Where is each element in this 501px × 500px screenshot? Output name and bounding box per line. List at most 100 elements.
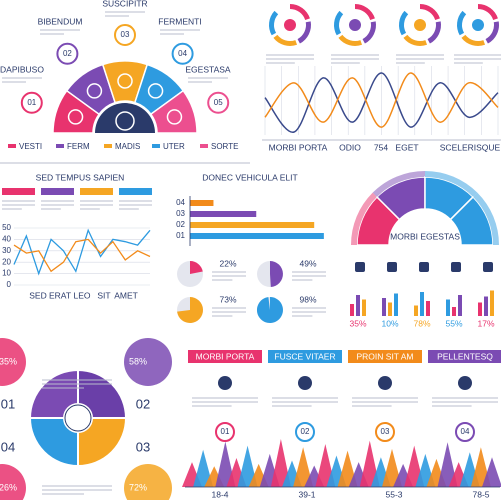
icon-ring xyxy=(478,4,498,20)
header-label: MORBI PORTA xyxy=(196,351,255,361)
bar xyxy=(190,200,214,206)
bar xyxy=(388,302,392,316)
segment-label: EGESTASA xyxy=(185,64,231,74)
header-icon xyxy=(218,376,232,390)
icon-ring xyxy=(427,21,441,44)
icon-ring xyxy=(273,34,298,47)
percent-disc xyxy=(124,338,172,386)
segment-label: DAPIBUSO xyxy=(0,64,44,74)
icon-ring xyxy=(461,34,486,47)
percent-label: 72% xyxy=(129,482,147,492)
donut-label: 22% xyxy=(219,258,236,268)
legend-label: SORTE xyxy=(211,142,238,151)
number: 04 xyxy=(178,49,187,58)
cycle-quadrant xyxy=(77,368,128,419)
bar xyxy=(190,222,315,228)
legend-swatch xyxy=(56,144,64,148)
header-label: PROIN SIT AM xyxy=(357,351,414,361)
icon-ring xyxy=(297,21,311,44)
x-tick-label: SCELERISQUE xyxy=(440,142,501,152)
bar-label: 01 xyxy=(176,231,185,240)
line-series xyxy=(13,228,151,276)
cycle-quadrant xyxy=(28,417,79,468)
legend-label: VESTI xyxy=(19,142,42,151)
egestas-rim xyxy=(425,170,478,197)
legend-swatch xyxy=(8,144,16,148)
triangle xyxy=(270,439,291,487)
number-circle xyxy=(171,42,194,65)
group-icon xyxy=(451,262,461,272)
y-tick-label: 20 xyxy=(2,257,11,266)
donut-label: 73% xyxy=(219,294,236,304)
percent-disc xyxy=(0,464,26,500)
bar xyxy=(458,295,462,316)
icon-ring xyxy=(355,4,375,20)
x-tick-label: MORBI PORTA xyxy=(269,142,328,152)
legend-swatch xyxy=(200,144,208,148)
triangle xyxy=(359,440,380,487)
fan-icon xyxy=(147,83,164,99)
wave-line xyxy=(264,72,499,128)
percent-disc xyxy=(124,464,172,500)
triangle xyxy=(437,442,458,487)
group-icon xyxy=(355,262,365,272)
header-icon xyxy=(298,376,312,390)
group-label: 35% xyxy=(349,318,366,328)
legend-label: FERM xyxy=(67,142,90,151)
x-tick-label: AMET xyxy=(114,290,138,300)
egestas-title: MORBI EGESTAS xyxy=(390,231,460,241)
number: 03 xyxy=(381,427,390,436)
number-circle xyxy=(215,422,235,442)
x-tick-label: EGET xyxy=(395,142,418,152)
donut-label: 98% xyxy=(299,294,316,304)
cycle-quadrant xyxy=(28,368,79,419)
y-tick-label: 50 xyxy=(2,223,11,232)
icon-ring xyxy=(269,10,279,36)
header-icon xyxy=(378,376,392,390)
x-tick-label: SIT xyxy=(97,290,110,300)
group-label: 10% xyxy=(381,318,398,328)
fan-core xyxy=(95,103,155,133)
legend-swatch xyxy=(104,144,112,148)
tab xyxy=(41,188,74,195)
fan-segment xyxy=(149,89,198,134)
donut-label: 49% xyxy=(299,258,316,268)
number-circle xyxy=(114,24,136,46)
cycle-number: 01 xyxy=(1,396,15,411)
number-circle xyxy=(375,422,395,442)
y-tick-label: 10 xyxy=(2,269,11,278)
segment-label: BIBENDUM xyxy=(38,16,83,26)
triangle xyxy=(482,457,501,487)
header xyxy=(348,350,422,363)
x-tick-label: 78-5 xyxy=(472,489,489,499)
x-tick-label: SED xyxy=(29,290,46,300)
fan-icon xyxy=(117,73,133,89)
number-circle xyxy=(455,422,475,442)
bar-label: 04 xyxy=(176,198,185,207)
cycle-number: 02 xyxy=(136,396,150,411)
icon-ring xyxy=(338,34,363,47)
triangle xyxy=(382,448,402,487)
group-label: 17% xyxy=(477,318,494,328)
egestas-rim xyxy=(473,192,499,245)
triangle xyxy=(193,449,214,487)
header-label: FUSCE VITAER xyxy=(274,351,335,361)
triangle xyxy=(215,441,236,487)
wave-line xyxy=(264,72,499,133)
group-label: 55% xyxy=(445,318,462,328)
bar xyxy=(382,298,386,316)
cycle-number: 03 xyxy=(136,439,150,454)
fan-icon xyxy=(86,83,103,99)
header xyxy=(268,350,342,363)
bar xyxy=(394,293,398,316)
egestas-rim xyxy=(372,170,425,197)
bar xyxy=(362,299,366,316)
icon-center xyxy=(414,19,426,31)
header-icon xyxy=(458,376,472,390)
cycle-quadrant xyxy=(77,417,128,468)
group-icon xyxy=(483,262,493,272)
number: 01 xyxy=(27,98,36,107)
bar xyxy=(446,299,450,316)
tab xyxy=(80,188,113,195)
globe xyxy=(115,111,135,131)
